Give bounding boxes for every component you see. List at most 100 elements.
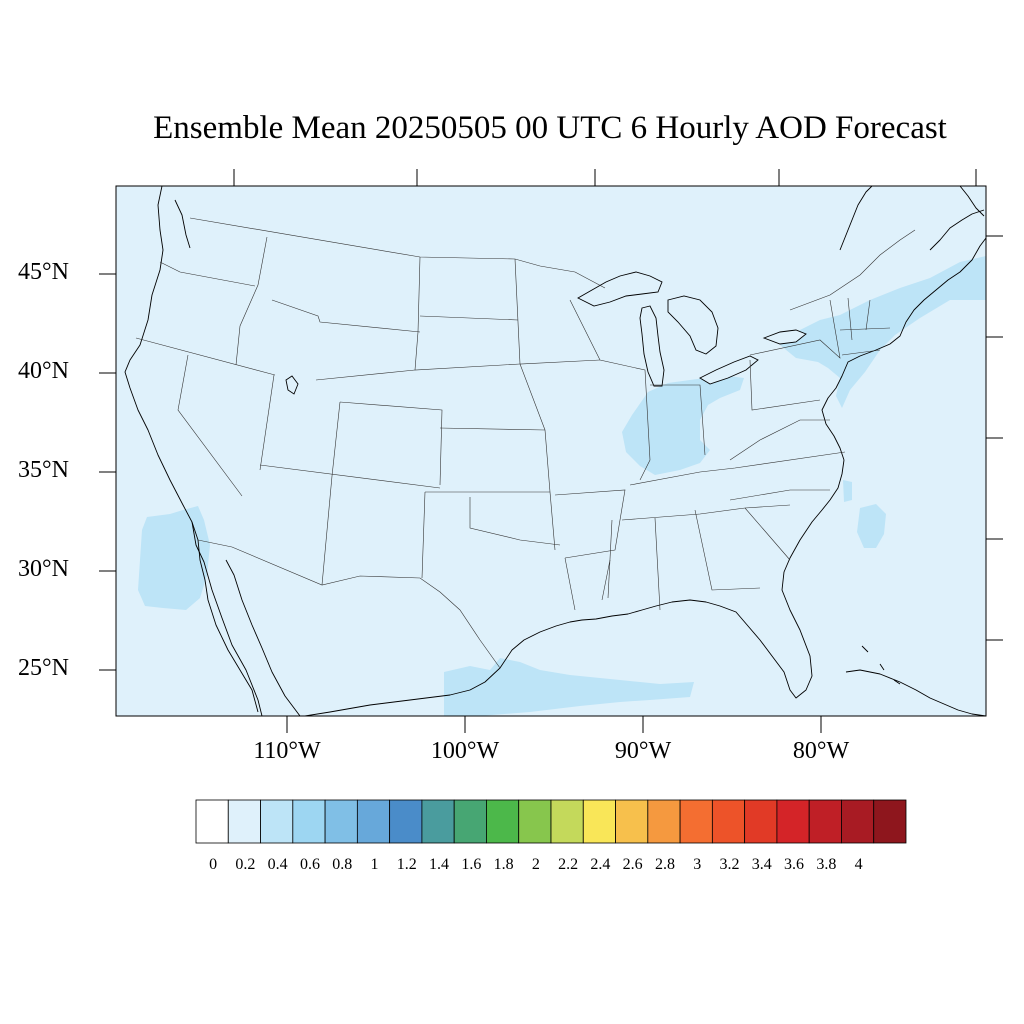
lat-label-40n: 40°N [18,358,69,384]
ut-az-border [259,464,441,489]
colorbar-swatch [453,799,487,844]
wi-il-border [569,299,651,481]
aod-field-layer [138,256,986,716]
tick-marks [99,169,1003,733]
wy-co-border [315,369,416,381]
lon-label-110w: 110°W [253,738,321,764]
colorbar-swatch [292,799,326,844]
lat-label-45n: 45°N [18,259,69,285]
map-background [116,186,986,716]
id-border [235,236,268,366]
colorbar-label: 1.4 [429,856,450,873]
west-coast-line [124,186,259,713]
colorbar-label: 1.8 [493,856,514,873]
mt-wy-border [271,299,421,333]
colorbar-label: 2.4 [590,856,611,873]
us-canada-border [189,217,606,289]
colorbar-label: 3.8 [816,856,837,873]
colorbar-swatch [582,799,616,844]
aod-region-western-gulf [444,658,694,716]
colorbar-label: 2.2 [558,856,579,873]
nd-sd-border [419,315,519,321]
colorbar-swatch [260,799,294,844]
east-coast-line [821,237,986,461]
ga-fl-border [694,507,791,591]
ok-tx-border [421,491,561,579]
colorbar-label: 0.6 [299,856,320,873]
tn-border [621,504,791,521]
maritime-coast [929,209,985,251]
colorbar-swatch [389,799,423,844]
colorbar-swatch [356,799,391,844]
map-frame [115,185,987,717]
colorbar-label: 1.2 [396,856,417,873]
colorbar-swatch [873,799,907,844]
gulf-of-california-east [225,559,301,716]
colorbar-swatch [195,799,229,844]
aod-region-small-offshore [843,480,852,502]
hudson-bay-coast [839,186,873,251]
aod-region-gulf-of-california [138,506,210,610]
lake-erie [699,355,759,385]
colorbar-label: 0.4 [267,856,288,873]
colorbar-label: 3.2 [719,856,740,873]
aod-region-northeast [780,256,986,408]
great-salt-lake [285,375,299,395]
lake-ontario [762,329,807,345]
colorbar-swatch [324,799,358,844]
chart-title: Ensemble Mean 20250505 00 UTC 6 Hourly A… [153,110,947,146]
colorbar-swatch [841,799,875,844]
az-nm-border [321,475,333,586]
in-oh-border [650,384,706,456]
aod-region-carolina-offshore [857,504,886,548]
co-east-border [339,401,443,486]
lat-label-25n: 25°N [18,655,69,681]
ut-co-border [331,401,341,477]
puget-sound [174,199,191,249]
lon-label-80w: 80°W [792,738,850,764]
lat-label-30n: 30°N [18,556,69,582]
colorbar-swatch [421,799,455,844]
ne-ks-border [439,427,546,431]
colorbar-label: 2.6 [622,856,643,873]
colorbar-swatch [486,799,520,844]
colorbar-label: 3 [693,856,702,873]
nv-ut-border [259,374,275,471]
ca-nv-border [177,354,243,497]
colorbar-label: 0 [209,856,218,873]
lon-label-90w: 90°W [614,738,672,764]
colorbar-swatch [776,799,810,844]
colorbar-swatch [227,799,261,844]
colorbar-swatch [744,799,778,844]
gulf-coast-line [304,459,845,716]
lake-superior [577,271,663,307]
colorbar [195,799,907,844]
colorbar-label: 0.2 [235,856,256,873]
colorbar-label: 2.8 [654,856,675,873]
or-ca-border [135,337,276,376]
carolinas-border [729,489,830,501]
dakotas-border [414,256,521,371]
lake-michigan [639,305,665,387]
colorbar-label: 1.6 [461,856,482,873]
ny-border [749,299,841,359]
va-border [729,419,830,461]
mexico-border [197,539,501,669]
lake-huron [667,295,719,355]
colorbar-swatch [647,799,681,844]
bahamas [861,645,901,685]
mo-ar-border [554,489,626,559]
lon-label-100w: 100°W [430,738,500,764]
lat-label-35n: 35°N [18,457,69,483]
newfoundland [959,186,985,217]
aod-region-ohio-valley [622,376,744,475]
great-lakes-layer [285,271,807,395]
wa-or-border [159,261,256,287]
colorbar-swatch [711,799,746,844]
ky-tn-border [629,451,846,486]
baja-peninsula [191,521,263,716]
colorbar-label: 3.4 [751,856,772,873]
colorbar-label: 1 [370,856,379,873]
new-england-borders [839,297,891,356]
